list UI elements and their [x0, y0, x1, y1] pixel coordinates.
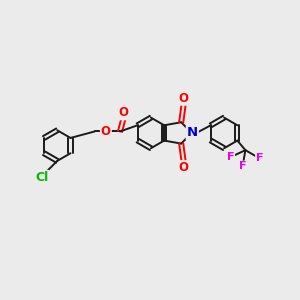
Text: O: O: [101, 125, 111, 138]
Text: N: N: [187, 126, 198, 140]
Text: O: O: [179, 161, 189, 174]
Text: Cl: Cl: [35, 171, 48, 184]
Text: F: F: [256, 153, 263, 164]
Text: F: F: [239, 161, 246, 172]
Text: F: F: [227, 152, 234, 162]
Text: O: O: [118, 106, 128, 119]
Text: O: O: [179, 92, 189, 105]
